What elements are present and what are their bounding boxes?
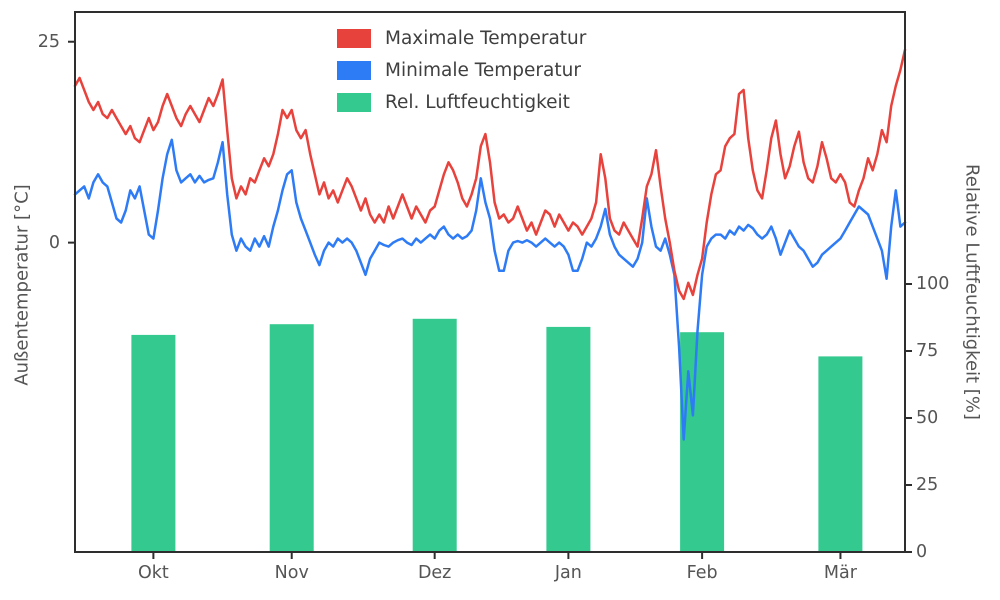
- legend-label-1: Minimale Temperatur: [385, 60, 581, 81]
- humidity-bar-okt: [131, 334, 176, 552]
- left-tick-label-0: 0: [48, 232, 60, 253]
- right-tick-label-0: 0: [916, 542, 928, 562]
- legend-label-2: Rel. Luftfeuchtigkeit: [385, 92, 570, 113]
- left-tick-label-25: 25: [37, 31, 60, 52]
- right-tick-label-100: 100: [916, 274, 950, 294]
- min-temperature-line: [73, 138, 907, 441]
- plot-area: Maximale Temperatur Minimale Temperatur Re…: [68, 11, 912, 559]
- humidity-bar-dez: [412, 318, 457, 552]
- x-tick-label-mär: Mär: [823, 563, 857, 583]
- legend-swatch-0: [337, 29, 371, 48]
- legend-item-2: Rel. Luftfeuchtigkeit: [337, 92, 586, 113]
- x-tick-label-nov: Nov: [274, 563, 309, 583]
- legend-label-0: Maximale Temperatur: [385, 28, 587, 49]
- humidity-bar-jan: [546, 326, 591, 552]
- x-tick-label-dez: Dez: [417, 563, 452, 583]
- max-temperature-line: [73, 48, 907, 301]
- humidity-bar-nov: [269, 324, 314, 552]
- legend-item-1: Minimale Temperatur: [337, 60, 586, 81]
- legend-swatch-1: [337, 61, 371, 80]
- x-tick-label-jan: Jan: [554, 563, 582, 583]
- humidity-bar-mär: [818, 356, 863, 552]
- legend: Maximale Temperatur Minimale Temperatur Re…: [337, 28, 587, 113]
- plot-canvas: [68, 11, 912, 559]
- plot-frame: [74, 11, 906, 553]
- left-axis-title: Außentemperatur [°C]: [11, 184, 33, 386]
- x-tick-label-feb: Feb: [686, 563, 718, 583]
- right-tick-label-50: 50: [916, 408, 939, 428]
- right-tick-label-25: 25: [916, 475, 939, 495]
- x-tick-label-okt: Okt: [137, 563, 169, 583]
- right-tick-label-75: 75: [916, 341, 939, 361]
- humidity-bar-feb: [680, 332, 725, 552]
- legend-item-0: Maximale Temperatur: [337, 28, 586, 49]
- legend-swatch-2: [337, 93, 371, 112]
